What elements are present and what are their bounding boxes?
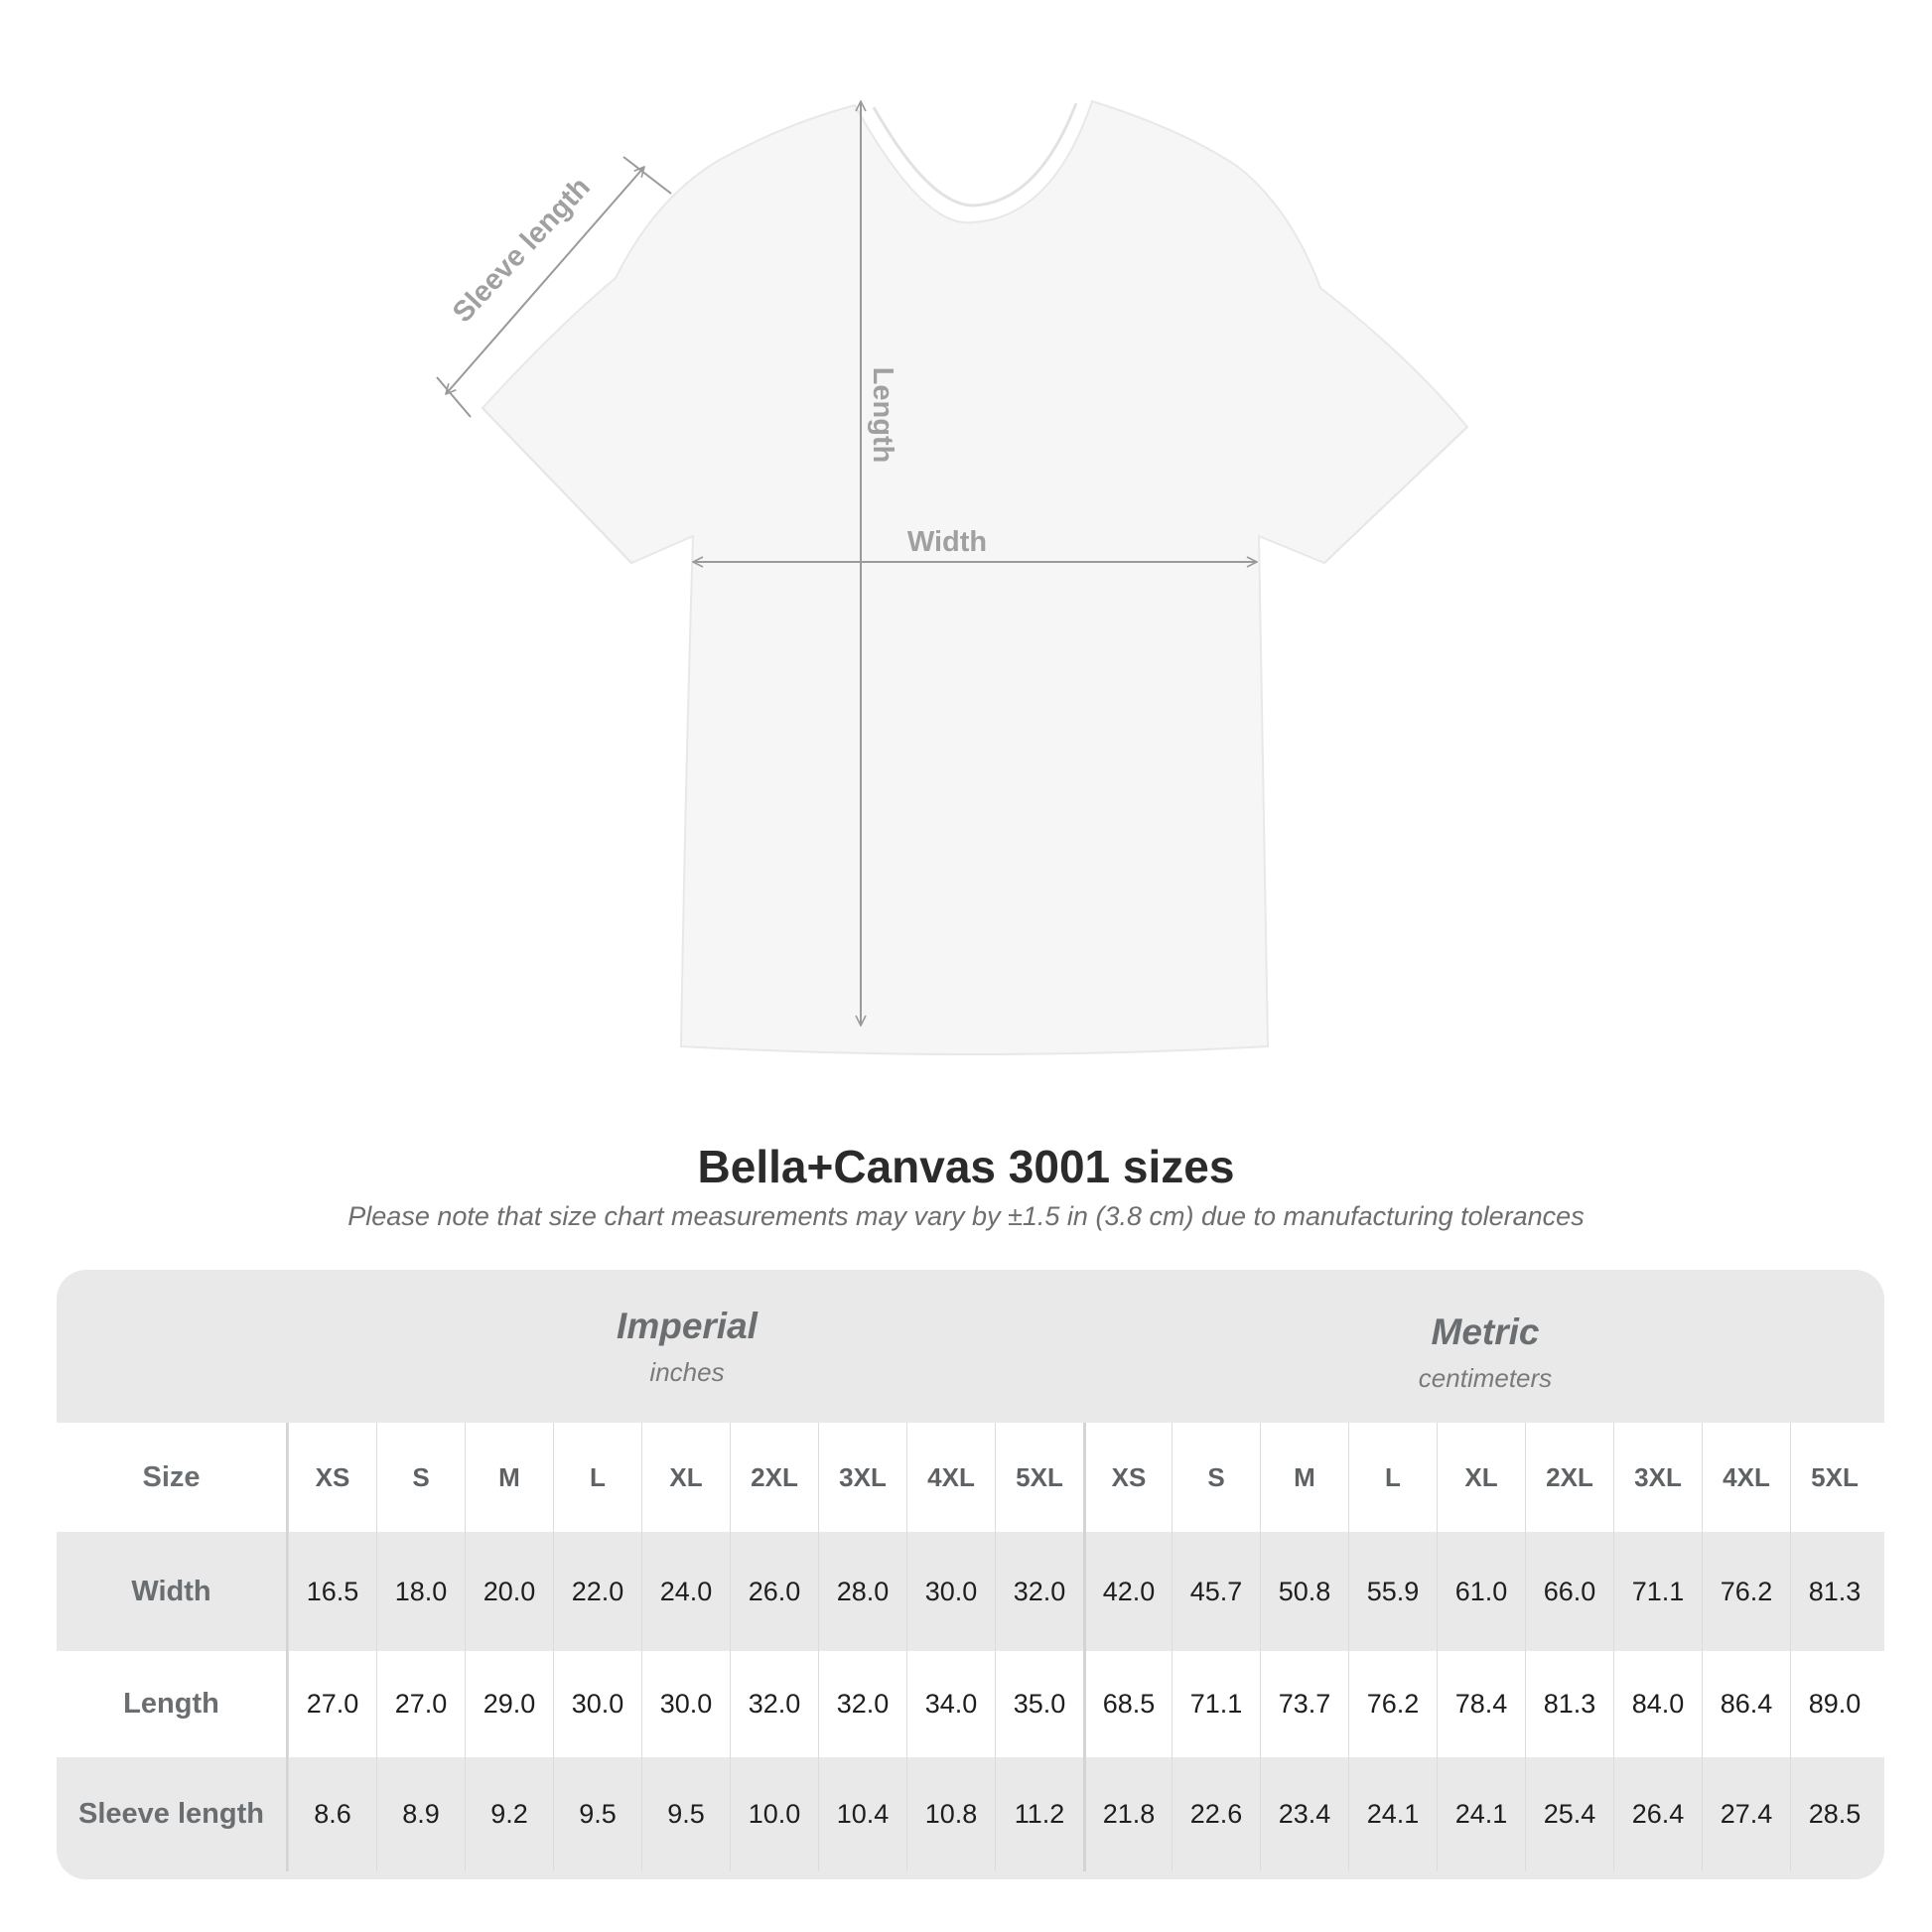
imperial-value-cell: 20.0 [465, 1532, 553, 1651]
metric-value-cell: 81.3 [1790, 1532, 1878, 1651]
metric-value-cell: 86.4 [1702, 1651, 1790, 1757]
metric-value-cell: 73.7 [1260, 1651, 1348, 1757]
metric-value-cell: 71.1 [1613, 1532, 1702, 1651]
metric-value-cell: 81.3 [1525, 1651, 1613, 1757]
metric-size-header: XL [1437, 1423, 1525, 1532]
imperial-value-cell: 30.0 [641, 1651, 730, 1757]
imperial-value-cell: 10.4 [818, 1757, 906, 1871]
metric-size-header: XS [1083, 1423, 1172, 1532]
page-title: Bella+Canvas 3001 sizes [697, 1141, 1235, 1192]
row-label: Width [57, 1532, 288, 1651]
metric-size-header: 5XL [1790, 1423, 1878, 1532]
metric-value-cell: 84.0 [1613, 1651, 1702, 1757]
imperial-value-cell: 24.0 [641, 1532, 730, 1651]
metric-value-cell: 45.7 [1172, 1532, 1260, 1651]
metric-unit: centimeters [1418, 1363, 1553, 1393]
metric-value-cell: 55.9 [1348, 1532, 1437, 1651]
imperial-value-cell: 9.5 [553, 1757, 641, 1871]
metric-header: Metric centimeters [1086, 1276, 1884, 1429]
imperial-unit: inches [649, 1357, 725, 1387]
metric-size-header: L [1348, 1423, 1437, 1532]
metric-size-header: M [1260, 1423, 1348, 1532]
metric-value-cell: 68.5 [1083, 1651, 1172, 1757]
imperial-value-cell: 26.0 [730, 1532, 818, 1651]
imperial-size-header: L [553, 1423, 641, 1532]
tshirt-diagram: Sleeve length Length Width [436, 99, 1469, 1055]
metric-size-header: S [1172, 1423, 1260, 1532]
imperial-value-cell: 8.6 [288, 1757, 376, 1871]
tolerance-note: Please note that size chart measurements… [347, 1201, 1585, 1231]
imperial-size-header: 5XL [995, 1423, 1083, 1532]
table-row: Width 16.5 18.0 20.0 22.0 24.0 26.0 28.0 30.0 32.… [57, 1532, 1884, 1651]
metric-value-cell: 42.0 [1083, 1532, 1172, 1651]
metric-value-cell: 26.4 [1613, 1757, 1702, 1871]
imperial-header: Imperial inches [288, 1270, 1086, 1423]
metric-value-cell: 89.0 [1790, 1651, 1878, 1757]
imperial-size-header: 2XL [730, 1423, 818, 1532]
imperial-value-cell: 30.0 [906, 1532, 995, 1651]
metric-value-cell: 23.4 [1260, 1757, 1348, 1871]
imperial-size-header: XL [641, 1423, 730, 1532]
imperial-value-cell: 10.8 [906, 1757, 995, 1871]
metric-value-cell: 61.0 [1437, 1532, 1525, 1651]
size-header-row: Size XS S M L XL 2XL 3XL 4XL 5XL XS S M L XL 2XL 3XL 4XL 5… [57, 1423, 1884, 1532]
metric-size-header: 3XL [1613, 1423, 1702, 1532]
metric-title: Metric [1431, 1311, 1540, 1352]
imperial-value-cell: 32.0 [995, 1532, 1083, 1651]
metric-value-cell: 28.5 [1790, 1757, 1878, 1871]
imperial-title: Imperial [617, 1306, 758, 1346]
metric-value-cell: 71.1 [1172, 1651, 1260, 1757]
metric-value-cell: 50.8 [1260, 1532, 1348, 1651]
imperial-value-cell: 16.5 [288, 1532, 376, 1651]
imperial-value-cell: 18.0 [376, 1532, 465, 1651]
width-label: Width [907, 526, 987, 558]
imperial-value-cell: 27.0 [376, 1651, 465, 1757]
tshirt-shape [481, 99, 1469, 1055]
metric-value-cell: 76.2 [1702, 1532, 1790, 1651]
table-row: Sleeve length 8.6 8.9 9.2 9.5 9.5 10.0 10.4 10.8… [57, 1757, 1884, 1871]
imperial-size-header: M [465, 1423, 553, 1532]
metric-value-cell: 76.2 [1348, 1651, 1437, 1757]
sleeve-length-label: Sleeve length [447, 172, 597, 330]
imperial-value-cell: 9.5 [641, 1757, 730, 1871]
imperial-value-cell: 34.0 [906, 1651, 995, 1757]
imperial-value-cell: 28.0 [818, 1532, 906, 1651]
length-label: Length [867, 367, 898, 464]
imperial-size-header: 4XL [906, 1423, 995, 1532]
metric-size-header: 4XL [1702, 1423, 1790, 1532]
imperial-value-cell: 35.0 [995, 1651, 1083, 1757]
imperial-value-cell: 10.0 [730, 1757, 818, 1871]
imperial-value-cell: 30.0 [553, 1651, 641, 1757]
imperial-value-cell: 11.2 [995, 1757, 1083, 1871]
size-label: Size [57, 1423, 288, 1532]
sleeve-measure-line [446, 167, 644, 394]
metric-size-header: 2XL [1525, 1423, 1613, 1532]
metric-value-cell: 22.6 [1172, 1757, 1260, 1871]
metric-value-cell: 24.1 [1437, 1757, 1525, 1871]
metric-value-cell: 27.4 [1702, 1757, 1790, 1871]
imperial-size-header: S [376, 1423, 465, 1532]
metric-value-cell: 25.4 [1525, 1757, 1613, 1871]
imperial-value-cell: 9.2 [465, 1757, 553, 1871]
metric-value-cell: 21.8 [1083, 1757, 1172, 1871]
imperial-size-header: 3XL [818, 1423, 906, 1532]
size-grid: Size XS S M L XL 2XL 3XL 4XL 5XL XS S M L XL 2XL 3XL 4XL 5… [57, 1423, 1884, 1871]
imperial-size-header: XS [288, 1423, 376, 1532]
table-row: Length 27.0 27.0 29.0 30.0 30.0 32.0 32.0 34.0 35… [57, 1651, 1884, 1757]
metric-value-cell: 24.1 [1348, 1757, 1437, 1871]
imperial-value-cell: 32.0 [730, 1651, 818, 1757]
row-label: Sleeve length [57, 1757, 288, 1871]
imperial-value-cell: 29.0 [465, 1651, 553, 1757]
imperial-value-cell: 8.9 [376, 1757, 465, 1871]
imperial-value-cell: 32.0 [818, 1651, 906, 1757]
imperial-value-cell: 27.0 [288, 1651, 376, 1757]
row-label: Length [57, 1651, 288, 1757]
metric-value-cell: 66.0 [1525, 1532, 1613, 1651]
imperial-value-cell: 22.0 [553, 1532, 641, 1651]
metric-value-cell: 78.4 [1437, 1651, 1525, 1757]
size-table: Imperial inches Metric centimeters Size X… [57, 1270, 1884, 1879]
